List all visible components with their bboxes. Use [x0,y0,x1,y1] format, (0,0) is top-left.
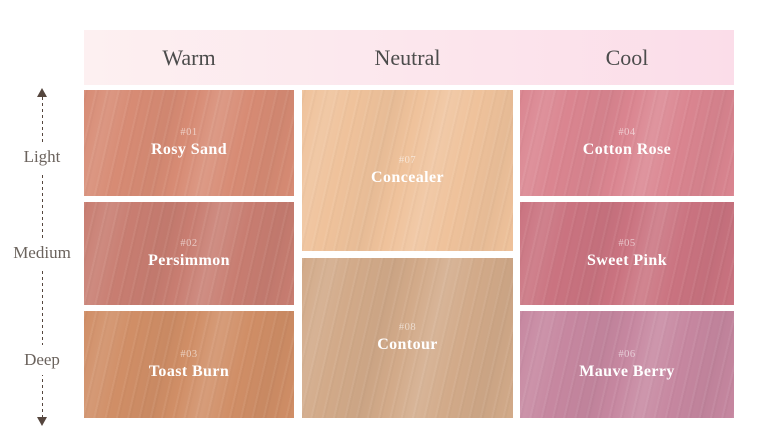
axis-label-deep: Deep [21,345,63,375]
swatch-rosy-sand: #01 Rosy Sand [84,90,294,196]
swatch-concealer: #07 Concealer [302,90,513,251]
swatch-sweet-pink: #05 Sweet Pink [520,202,734,305]
shade-number: #08 [398,322,417,333]
swatch-mauve-berry: #06 Mauve Berry [520,311,734,418]
shade-number: #01 [180,127,198,138]
shade-name: Rosy Sand [150,141,228,158]
shade-number: #06 [618,348,636,360]
arrow-down-icon [37,417,47,426]
shade-name: Toast Burn [148,362,230,380]
shade-name: Concealer [371,168,444,186]
shade-name: Persimmon [148,251,230,269]
shade-name: Sweet Pink [587,251,667,269]
swatch-contour: #08 Contour [302,258,513,418]
shade-number: #04 [618,127,636,138]
arrow-up-icon [37,88,47,97]
swatch-persimmon: #02 Persimmon [84,202,294,305]
shade-number: #02 [180,237,198,249]
tone-header: Warm Neutral Cool [84,30,734,85]
swatch-toast-burn: #03 Toast Burn [84,311,294,418]
shade-grid: Warm Neutral Cool #01 Rosy Sand #02 Pers… [84,30,734,418]
shade-name: Cotton Rose [582,141,672,158]
shade-number: #07 [398,154,417,166]
header-cool: Cool [605,45,649,70]
axis-label-medium: Medium [10,238,74,268]
header-neutral: Neutral [374,45,441,70]
header-warm: Warm [162,45,216,70]
swatch-cotton-rose: #04 Cotton Rose [520,90,734,196]
axis-label-light: Light [20,142,64,172]
shade-number: #03 [180,348,198,360]
shade-name: Mauve Berry [579,362,675,380]
shade-number: #05 [618,237,636,249]
shade-name: Contour [377,336,438,353]
